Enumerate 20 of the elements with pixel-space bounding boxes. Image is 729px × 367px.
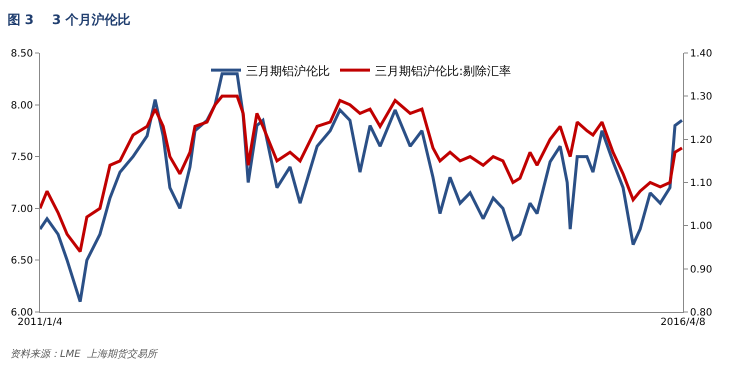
y-tick-label: 7.00 xyxy=(10,204,33,215)
y2-tick-label: 1.10 xyxy=(690,178,712,189)
legend-label: 三月期铝沪伦比:剔除汇率 xyxy=(375,64,512,78)
y2-tick-label: 1.40 xyxy=(690,48,712,60)
y2-tick-label: 0.80 xyxy=(690,308,712,318)
y2-tick-label: 1.30 xyxy=(690,92,712,103)
y-tick-label: 6.00 xyxy=(10,308,33,318)
y2-tick-label: 1.00 xyxy=(690,221,712,232)
chart-title: 图 3 3 个月沪伦比 xyxy=(7,12,131,28)
y-tick-label: 7.50 xyxy=(10,152,33,164)
x-tick-label: 2011/1/4 xyxy=(18,317,62,328)
legend-label: 三月期铝沪伦比 xyxy=(246,64,330,78)
y-tick-label: 6.50 xyxy=(10,256,33,267)
y2-tick-label: 1.20 xyxy=(690,134,712,146)
text: 资料来源：LME 上海期货交易所 xyxy=(10,348,159,360)
y2-tick-label: 0.90 xyxy=(690,264,712,276)
x-tick-label: 2016/4/8 xyxy=(660,317,706,328)
y-tick-label: 8.50 xyxy=(10,48,33,60)
y-tick-label: 8.00 xyxy=(10,100,33,112)
line-series xyxy=(40,94,683,254)
